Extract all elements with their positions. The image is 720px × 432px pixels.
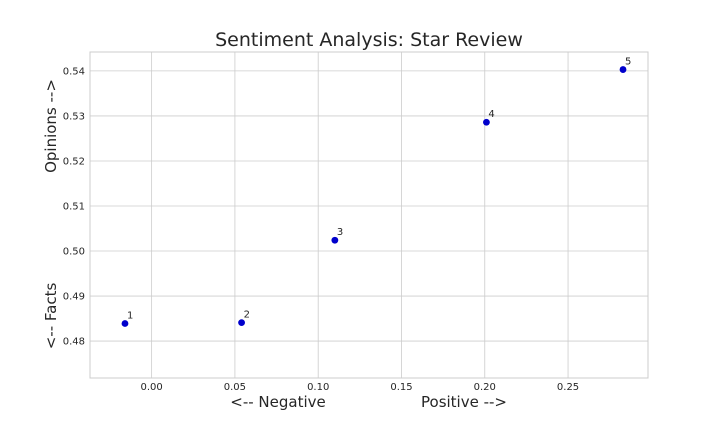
data-points — [121, 66, 627, 327]
chart-title: Sentiment Analysis: Star Review — [215, 29, 523, 51]
y-tick-label: 0.53 — [63, 111, 85, 122]
tick-labels: 0.00 0.05 0.10 0.15 0.20 0.25 0.48 0.49 0.50 0.51… — [63, 66, 579, 393]
x-axis-label-negative: <-- Negative — [230, 393, 325, 411]
x-tick-label: 0.25 — [557, 382, 579, 393]
data-point-1 — [121, 320, 129, 327]
y-axis-label-opinions: Opinions --> — [42, 79, 60, 173]
data-point-3 — [331, 236, 339, 244]
data-point-label-5: 5 — [625, 57, 631, 68]
x-axis-label-positive: Positive --> — [421, 393, 507, 411]
x-tick-label: 0.15 — [390, 382, 412, 393]
data-point-label-4: 4 — [488, 109, 494, 120]
x-tick-label: 0.20 — [474, 382, 496, 393]
y-tick-label: 0.52 — [63, 156, 85, 167]
data-point-2 — [238, 319, 245, 327]
data-point-5 — [619, 66, 627, 73]
x-tick-label: 0.00 — [140, 382, 162, 393]
y-axis-label-facts: <-- Facts — [42, 283, 60, 350]
data-point-label-1: 1 — [127, 311, 133, 322]
y-tick-label: 0.50 — [63, 247, 85, 258]
data-point-4 — [483, 118, 490, 126]
x-tick-label: 0.10 — [307, 382, 329, 393]
data-point-label-3: 3 — [337, 227, 343, 238]
y-tick-label: 0.51 — [63, 201, 85, 212]
plot-frame — [89, 51, 649, 379]
data-point-label-2: 2 — [244, 310, 250, 321]
y-tick-label: 0.49 — [63, 292, 85, 303]
x-tick-label: 0.05 — [224, 382, 246, 393]
grid — [90, 52, 648, 378]
y-tick-label: 0.48 — [63, 337, 85, 348]
y-tick-label: 0.54 — [63, 66, 85, 77]
point-labels: 1 2 3 4 5 — [127, 57, 631, 322]
